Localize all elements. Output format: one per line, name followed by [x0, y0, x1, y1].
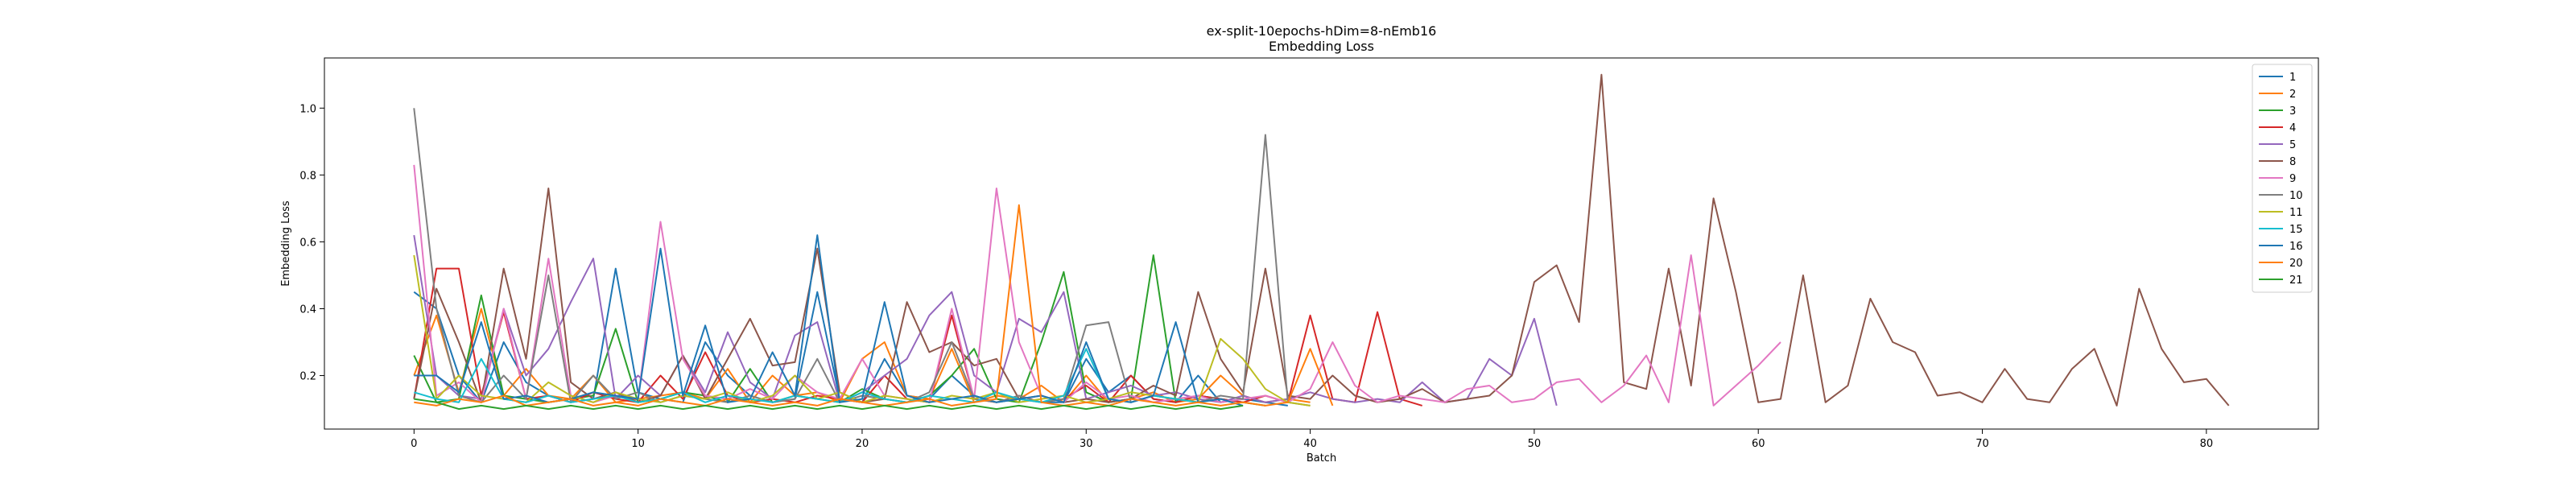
- x-axis-ticks: 0 10 20 30 40 50 60 70 80: [411, 429, 2213, 450]
- x-tick-label: 0: [411, 438, 417, 450]
- series-line-10: [413, 108, 1311, 407]
- y-tick-label: 0.4: [299, 303, 316, 316]
- x-tick-label: 30: [1080, 438, 1093, 450]
- legend-label-8: 8: [2289, 156, 2296, 168]
- chart-subtitle: Embedding Loss: [1269, 39, 1374, 54]
- legend-label-20: 20: [2289, 258, 2303, 270]
- x-tick-label: 50: [1528, 438, 1542, 450]
- legend-label-2: 2: [2289, 89, 2296, 101]
- legend-label-16: 16: [2289, 241, 2303, 253]
- x-tick-label: 60: [1752, 438, 1765, 450]
- plot-area-frame: [324, 57, 2319, 430]
- legend-label-11: 11: [2289, 207, 2303, 219]
- y-tick-label: 0.2: [299, 371, 316, 383]
- x-tick-label: 20: [856, 438, 869, 450]
- series-line-20: [414, 204, 1334, 407]
- y-axis-ticks: 0.2 0.4 0.6 0.8 1.0: [299, 103, 324, 383]
- legend-label-15: 15: [2289, 224, 2303, 236]
- legend-label-9: 9: [2289, 173, 2296, 185]
- series-line-8: [413, 73, 2230, 407]
- x-tick-label: 70: [1975, 438, 1989, 450]
- series-lines: [413, 73, 2230, 411]
- x-tick-label: 80: [2200, 438, 2214, 450]
- series-line-21: [414, 398, 1244, 411]
- legend-label-5: 5: [2289, 139, 2296, 151]
- y-tick-label: 1.0: [299, 103, 316, 115]
- legend: 1 2 3 4 5 8 9 10 11 15 16 20 21: [2252, 64, 2313, 293]
- series-line-5: [413, 234, 1558, 407]
- x-tick-label: 10: [631, 438, 645, 450]
- legend-label-1: 1: [2289, 72, 2296, 84]
- y-axis-label: Embedding Loss: [280, 200, 292, 287]
- legend-label-10: 10: [2289, 190, 2303, 202]
- y-tick-label: 0.8: [299, 170, 316, 182]
- x-axis-label: Batch: [1307, 452, 1336, 464]
- legend-label-4: 4: [2289, 122, 2296, 134]
- chart-title: ex-split-10epochs-hDim=8-nEmb16: [1207, 23, 1437, 39]
- legend-label-3: 3: [2289, 105, 2296, 118]
- x-tick-label: 40: [1303, 438, 1317, 450]
- legend-label-21: 21: [2289, 275, 2303, 287]
- y-tick-label: 0.6: [299, 237, 316, 249]
- series-line-15: [414, 348, 1199, 403]
